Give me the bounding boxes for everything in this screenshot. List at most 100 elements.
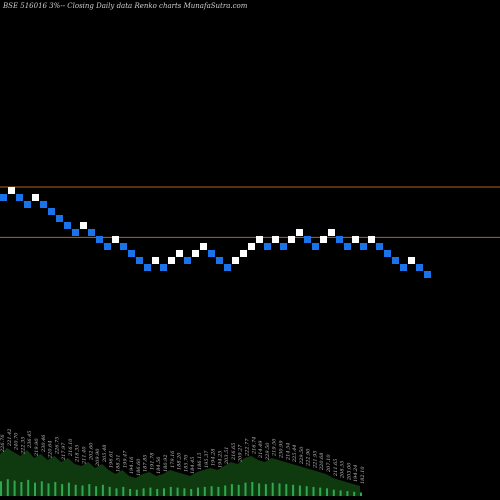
renko-brick [72,229,79,236]
renko-brick [216,257,223,264]
volume-bar [332,489,335,496]
renko-brick [320,236,327,243]
volume-tick-label: 219.50 [272,438,278,457]
volume-bar [81,485,84,496]
renko-brick [136,257,143,264]
volume-tick-label: 202.60 [88,442,94,461]
volume-bar [264,484,267,496]
volume-bar [346,491,349,496]
volume-bar [20,482,23,496]
volume-bar [183,488,186,496]
volume-tick-label: 194.25 [217,451,223,469]
volume-tick-label: 186.15 [197,453,203,471]
volume-bar [210,486,213,496]
volume-tick-label: 222.90 [306,448,312,467]
volume-bar [101,484,104,496]
chart-title: BSE 516016 3%-- Closing Daily data Renko… [3,2,248,10]
renko-brick [248,243,255,250]
volume-bar [163,488,165,496]
volume-bar [0,481,2,496]
volume-tick-label: 229.50 [299,446,305,465]
volume-tick-label: 188.20 [177,452,183,470]
volume-bar [95,486,98,496]
volume-tick-label: 222.35 [20,437,26,456]
renko-bricks [0,187,431,278]
renko-brick [144,264,151,271]
renko-brick [104,243,111,250]
renko-brick [336,236,343,243]
volume-bar [115,488,118,496]
renko-brick [408,257,415,264]
volume-tick-label: 236.45 [27,431,33,450]
renko-brick [288,236,295,243]
renko-brick [56,215,63,222]
renko-brick [400,264,407,271]
volume-tick-label: 220.68 [319,453,325,472]
volume-tick-label: 188.51 [116,455,122,473]
renko-brick [304,236,311,243]
volume-tick-label: 216.65 [231,443,237,462]
volume-tick-label: 211.40 [82,446,88,465]
renko-brick [312,243,319,250]
renko-brick [96,236,103,243]
volume-bar [108,486,111,496]
renko-brick [384,250,391,257]
volume-bar [197,487,199,496]
renko-brick [368,236,375,243]
volume-bar [360,492,362,496]
renko-brick [264,243,271,250]
renko-brick [392,257,399,264]
volume-tick-label: 220.64 [48,441,54,460]
volume-tick-label: 219.90 [34,438,40,457]
volume-tick-label: 221.42 [7,429,13,448]
renko-brick [24,201,31,208]
renko-brick [152,257,159,264]
volume-tick-label: 240.70 [14,432,20,451]
volume-tick-label: 209.27 [238,444,244,463]
volume-bar [217,486,220,496]
volume-bar [169,486,172,496]
volume-tick-label: 196.61 [109,451,115,469]
volume-tick-label: 207.10 [326,454,332,473]
volume-bar [258,483,261,496]
volume-bar [122,486,125,496]
volume-bar [74,484,77,496]
renko-brick [48,208,55,215]
renko-brick [280,243,287,250]
renko-brick [272,236,279,243]
volume-tick-label: 230.46 [41,434,47,453]
volume-area [0,448,360,496]
volume-bar [61,484,64,496]
volume-bar [40,481,43,496]
renko-brick [200,243,207,250]
volume-bar [129,489,132,496]
renko-brick [352,236,359,243]
renko-brick [344,243,351,250]
volume-tick-label: 195.37 [204,450,210,468]
renko-brick [168,257,175,264]
volume-bar [251,482,254,496]
renko-brick [16,194,23,201]
renko-brick [360,243,367,250]
volume-tick-label: 222.77 [245,438,251,457]
renko-brick [112,236,119,243]
volume-tick-label: 226.76 [0,434,6,453]
renko-brick [232,257,239,264]
renko-brick [8,187,15,194]
volume-bar [353,491,356,496]
volume-tick-label: 226.75 [54,437,60,456]
volume-tick-label: 186.60 [136,458,142,476]
volume-tick-label: 184.45 [190,457,196,475]
volume-bar [88,484,91,496]
renko-brick [328,229,335,236]
volume-tick-label: 179.16 [170,450,176,468]
volume-tick-label: 182.10 [360,466,366,484]
renko-brick [296,229,303,236]
volume-tick-label: 218.35 [75,445,81,464]
volume-tick-label: 185.70 [183,454,189,472]
volume-bar [27,479,30,496]
renko-brick [64,222,71,229]
volume-bar [203,486,206,496]
volume-tick-label: 230.99 [279,440,285,459]
